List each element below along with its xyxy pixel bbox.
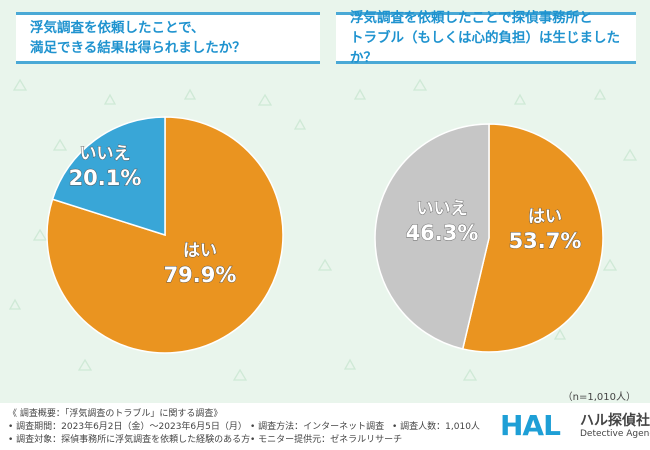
logo-mark: HAL xyxy=(500,409,561,442)
pie-2-value-no: 46.3% xyxy=(406,221,479,245)
pie-1-slice-yes xyxy=(46,116,284,354)
background-decoration xyxy=(8,78,638,381)
pie-1-slice-no xyxy=(51,116,166,237)
pie-2-slice-no xyxy=(374,123,490,350)
footer-method: • 調査方法：インターネット調査 xyxy=(250,422,385,432)
footer-monitor: • モニター提供元：ゼネラルリサーチ xyxy=(250,435,403,445)
sample-size: （n=1,010人） xyxy=(562,392,636,403)
pie-1-value-yes: 79.9% xyxy=(164,263,237,287)
footer-period: • 調査期間：2023年6月2日（金）〜2023年6月5日（月） xyxy=(8,422,247,432)
pie-1-value-no: 20.1% xyxy=(69,166,142,190)
footer-target: • 調査対象：探偵事務所に浮気調査を依頼した経験のある方 xyxy=(8,435,251,445)
pie-1-label-no: いいえ xyxy=(80,144,131,164)
footer-overview: 《 調査概要：「浮気調査のトラブル」に関する調査》 xyxy=(8,409,223,419)
logo-tagline: Detective Agency xyxy=(580,429,650,439)
pie-2-label-no: いいえ xyxy=(417,199,468,219)
pie-1-label-yes: はい xyxy=(183,241,217,261)
company-logo: HAL ハル探偵社 Detective Agency xyxy=(500,407,650,445)
right-chart-title: 浮気調査を依頼したことで探偵事務所と トラブル（もしくは心的負担）は生じましたか… xyxy=(336,10,636,66)
right-title-line-2: トラブル（もしくは心的負担）は生じましたか？ xyxy=(350,30,620,66)
left-chart-title: 浮気調査を依頼したことで、 満足できる結果は得られましたか？ xyxy=(16,12,320,64)
left-title-line-1: 浮気調査を依頼したことで、 xyxy=(30,20,205,36)
footer-count: • 調査人数：1,010人 xyxy=(392,422,480,432)
pie-2-value-yes: 53.7% xyxy=(509,229,582,253)
survey-footer: 《 調査概要：「浮気調査のトラブル」に関する調査》 • 調査期間：2023年6月… xyxy=(0,403,650,450)
left-title-line-2: 満足できる結果は得られましたか？ xyxy=(30,40,246,56)
pie-2-slice-yes xyxy=(461,123,604,353)
logo-name: ハル探偵社 xyxy=(580,413,650,429)
right-title-line-1: 浮気調査を依頼したことで探偵事務所と xyxy=(350,10,593,26)
pie-2-label-yes: はい xyxy=(528,207,562,227)
